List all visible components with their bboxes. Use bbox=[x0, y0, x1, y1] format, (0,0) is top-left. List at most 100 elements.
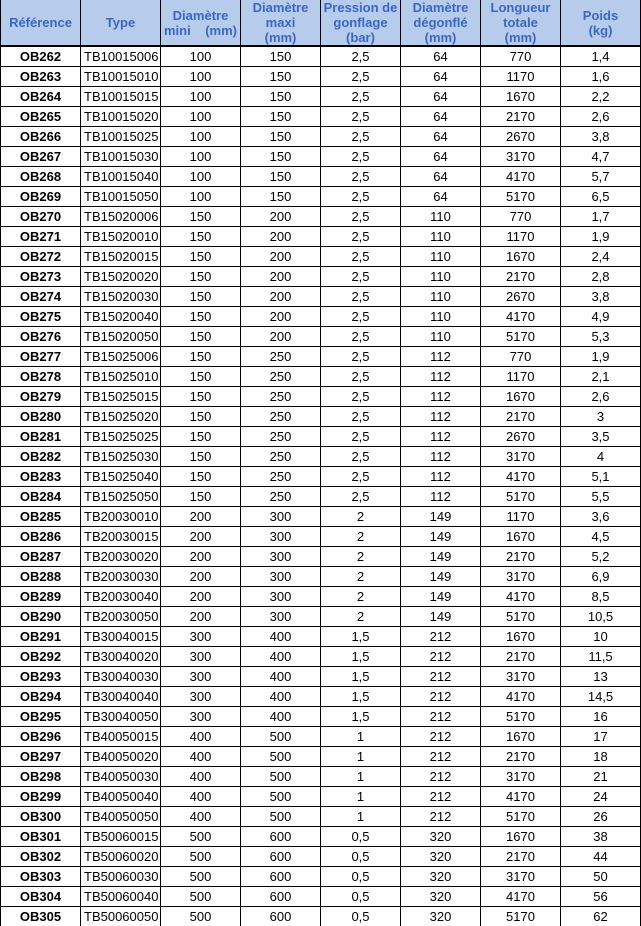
cell-diametre-degonfle: 212 bbox=[400, 626, 481, 647]
header-line: totale bbox=[503, 15, 538, 30]
table-row: OB269 TB10015050 100 150 2,5 64 5170 6,5 bbox=[0, 186, 641, 207]
cell-reference: OB271 bbox=[0, 226, 81, 247]
column-header-type: Type bbox=[80, 0, 161, 47]
cell-poids: 3 bbox=[560, 406, 641, 427]
cell-diametre-mini: 150 bbox=[160, 346, 241, 367]
header-line: (mm) bbox=[504, 30, 537, 45]
table-row: OB281 TB15025025 150 250 2,5 112 2670 3,5 bbox=[0, 426, 641, 447]
cell-reference: OB291 bbox=[0, 626, 81, 647]
table-row: OB293 TB30040030 300 400 1,5 212 3170 13 bbox=[0, 666, 641, 687]
cell-type: TB20030020 bbox=[80, 546, 161, 567]
cell-pression-gonflage: 2 bbox=[320, 506, 401, 527]
table-row: OB272 TB15020015 150 200 2,5 110 1670 2,4 bbox=[0, 246, 641, 267]
cell-diametre-degonfle: 320 bbox=[400, 906, 481, 926]
cell-diametre-maxi: 300 bbox=[240, 586, 321, 607]
cell-diametre-degonfle: 212 bbox=[400, 646, 481, 667]
cell-reference: OB290 bbox=[0, 606, 81, 627]
column-header-reference: Référence bbox=[0, 0, 81, 47]
table-row: OB278 TB15025010 150 250 2,5 112 1170 2,1 bbox=[0, 366, 641, 387]
cell-longueur-totale: 3170 bbox=[480, 866, 561, 887]
cell-reference: OB281 bbox=[0, 426, 81, 447]
table-row: OB304 TB50060040 500 600 0,5 320 4170 56 bbox=[0, 886, 641, 907]
cell-diametre-degonfle: 112 bbox=[400, 446, 481, 467]
cell-diametre-mini: 500 bbox=[160, 826, 241, 847]
cell-reference: OB295 bbox=[0, 706, 81, 727]
header-line: Diamètre bbox=[252, 0, 309, 15]
cell-diametre-maxi: 500 bbox=[240, 766, 321, 787]
cell-diametre-maxi: 600 bbox=[240, 826, 321, 847]
cell-type: TB20030015 bbox=[80, 526, 161, 547]
cell-poids: 3,5 bbox=[560, 426, 641, 447]
cell-pression-gonflage: 2,5 bbox=[320, 226, 401, 247]
cell-diametre-mini: 200 bbox=[160, 566, 241, 587]
cell-longueur-totale: 1170 bbox=[480, 226, 561, 247]
cell-diametre-mini: 100 bbox=[160, 86, 241, 107]
cell-diametre-maxi: 200 bbox=[240, 226, 321, 247]
cell-reference: OB304 bbox=[0, 886, 81, 907]
cell-longueur-totale: 2170 bbox=[480, 746, 561, 767]
cell-longueur-totale: 1670 bbox=[480, 86, 561, 107]
cell-poids: 8,5 bbox=[560, 586, 641, 607]
cell-reference: OB292 bbox=[0, 646, 81, 667]
cell-reference: OB301 bbox=[0, 826, 81, 847]
cell-diametre-degonfle: 149 bbox=[400, 546, 481, 567]
cell-poids: 4 bbox=[560, 446, 641, 467]
cell-pression-gonflage: 2,5 bbox=[320, 45, 401, 67]
cell-longueur-totale: 3170 bbox=[480, 666, 561, 687]
cell-poids: 5,1 bbox=[560, 466, 641, 487]
cell-longueur-totale: 4170 bbox=[480, 686, 561, 707]
cell-longueur-totale: 1670 bbox=[480, 526, 561, 547]
cell-diametre-mini: 500 bbox=[160, 866, 241, 887]
cell-poids: 24 bbox=[560, 786, 641, 807]
cell-poids: 50 bbox=[560, 866, 641, 887]
cell-pression-gonflage: 1 bbox=[320, 726, 401, 747]
cell-diametre-maxi: 400 bbox=[240, 626, 321, 647]
table-row: OB280 TB15025020 150 250 2,5 112 2170 3 bbox=[0, 406, 641, 427]
cell-pression-gonflage: 0,5 bbox=[320, 906, 401, 926]
cell-pression-gonflage: 0,5 bbox=[320, 866, 401, 887]
cell-type: TB50060050 bbox=[80, 906, 161, 926]
cell-diametre-degonfle: 212 bbox=[400, 786, 481, 807]
cell-diametre-maxi: 300 bbox=[240, 506, 321, 527]
cell-type: TB15025040 bbox=[80, 466, 161, 487]
cell-longueur-totale: 5170 bbox=[480, 606, 561, 627]
cell-diametre-degonfle: 110 bbox=[400, 226, 481, 247]
cell-type: TB20030050 bbox=[80, 606, 161, 627]
cell-diametre-maxi: 250 bbox=[240, 466, 321, 487]
cell-diametre-mini: 100 bbox=[160, 106, 241, 127]
cell-diametre-mini: 200 bbox=[160, 546, 241, 567]
cell-longueur-totale: 3170 bbox=[480, 446, 561, 467]
cell-pression-gonflage: 1,5 bbox=[320, 706, 401, 727]
cell-diametre-degonfle: 110 bbox=[400, 326, 481, 347]
cell-diametre-maxi: 200 bbox=[240, 266, 321, 287]
cell-pression-gonflage: 1 bbox=[320, 766, 401, 787]
cell-reference: OB283 bbox=[0, 466, 81, 487]
cell-pression-gonflage: 1 bbox=[320, 806, 401, 827]
cell-diametre-maxi: 400 bbox=[240, 646, 321, 667]
cell-type: TB15020006 bbox=[80, 206, 161, 227]
cell-diametre-maxi: 150 bbox=[240, 106, 321, 127]
cell-reference: OB288 bbox=[0, 566, 81, 587]
cell-diametre-mini: 150 bbox=[160, 206, 241, 227]
header-line: (kg) bbox=[588, 22, 613, 38]
cell-reference: OB263 bbox=[0, 66, 81, 87]
table-row: OB276 TB15020050 150 200 2,5 110 5170 5,3 bbox=[0, 326, 641, 347]
cell-diametre-maxi: 500 bbox=[240, 726, 321, 747]
cell-reference: OB289 bbox=[0, 586, 81, 607]
cell-diametre-mini: 150 bbox=[160, 486, 241, 507]
cell-longueur-totale: 2170 bbox=[480, 646, 561, 667]
cell-poids: 5,3 bbox=[560, 326, 641, 347]
header-line: gonflage bbox=[333, 15, 388, 30]
cell-reference: OB298 bbox=[0, 766, 81, 787]
table-row: OB284 TB15025050 150 250 2,5 112 5170 5,5 bbox=[0, 486, 641, 507]
cell-longueur-totale: 4170 bbox=[480, 166, 561, 187]
table-row: OB286 TB20030015 200 300 2 149 1670 4,5 bbox=[0, 526, 641, 547]
cell-longueur-totale: 2670 bbox=[480, 426, 561, 447]
cell-type: TB40050030 bbox=[80, 766, 161, 787]
cell-diametre-degonfle: 149 bbox=[400, 506, 481, 527]
cell-poids: 6,5 bbox=[560, 186, 641, 207]
cell-diametre-degonfle: 212 bbox=[400, 766, 481, 787]
cell-reference: OB303 bbox=[0, 866, 81, 887]
column-header-poids: Poids (kg) bbox=[560, 0, 641, 47]
